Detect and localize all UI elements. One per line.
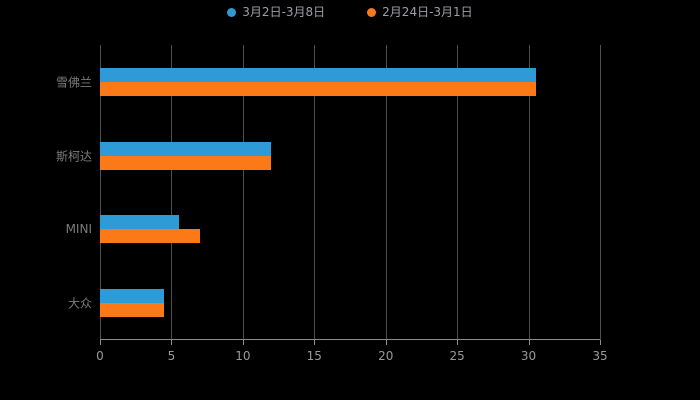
gridline-x-0 xyxy=(100,45,101,340)
x-tick-label-10: 10 xyxy=(235,349,251,363)
x-tick-mark xyxy=(457,340,459,345)
x-tick-mark xyxy=(600,340,601,345)
x-tick-label-25: 25 xyxy=(449,349,465,363)
x-tick-mark xyxy=(100,340,101,345)
gridline-x-25 xyxy=(457,45,459,340)
y-category-label-4: 大众 xyxy=(67,296,92,311)
y-category-label-1: 雪佛兰 xyxy=(55,75,92,90)
bar-雪佛兰-series-1[interactable] xyxy=(100,67,536,82)
bar-斯柯达-series-2[interactable] xyxy=(100,155,272,170)
gridline-x-20 xyxy=(385,45,387,340)
x-axis-line xyxy=(100,339,600,340)
legend-dot-icon xyxy=(227,7,237,17)
x-tick-mark xyxy=(528,340,530,345)
gridline-x-5 xyxy=(171,45,173,340)
bar-MINI-series-1[interactable] xyxy=(100,215,179,230)
bar-斯柯达-series-1[interactable] xyxy=(100,141,272,156)
bar-雪佛兰-series-2[interactable] xyxy=(100,81,536,96)
y-category-label-2: 斯柯达 xyxy=(55,149,92,164)
gridline-x-35 xyxy=(600,45,601,340)
chart-legend: 3月2日-3月8日 2月24日-3月1日 xyxy=(0,6,700,18)
gridline-x-15 xyxy=(314,45,316,340)
x-tick-label-30: 30 xyxy=(520,349,537,363)
legend-label-series-1: 3月2日-3月8日 xyxy=(242,5,326,19)
x-tick-mark xyxy=(314,340,316,345)
y-category-label-3: MINI xyxy=(65,222,92,237)
x-tick-mark xyxy=(242,340,244,345)
x-tick-label-0: 0 xyxy=(96,349,104,363)
x-tick-label-35: 35 xyxy=(592,349,608,363)
legend-label-series-2: 2月24日-3月1日 xyxy=(382,5,473,19)
legend-item-series-2[interactable]: 2月24日-3月1日 xyxy=(367,6,473,18)
x-tick-label-5: 5 xyxy=(167,349,176,363)
bar-大众-series-1[interactable] xyxy=(100,289,165,304)
legend-item-series-1[interactable]: 3月2日-3月8日 xyxy=(227,6,325,18)
plot-area: 0 5 10 15 20 25 30 35 雪佛兰斯柯达 MINI 大众 xyxy=(56,45,608,363)
gridline-x-30 xyxy=(528,45,530,340)
bar-大众-series-2[interactable] xyxy=(100,303,165,318)
legend-dot-icon xyxy=(367,7,377,17)
x-tick-label-20: 20 xyxy=(378,349,394,363)
x-tick-mark xyxy=(385,340,387,345)
x-tick-label-15: 15 xyxy=(306,349,322,363)
x-tick-mark xyxy=(171,340,173,345)
gridline-x-10 xyxy=(242,45,244,340)
bar-MINI-series-2[interactable] xyxy=(100,229,200,244)
